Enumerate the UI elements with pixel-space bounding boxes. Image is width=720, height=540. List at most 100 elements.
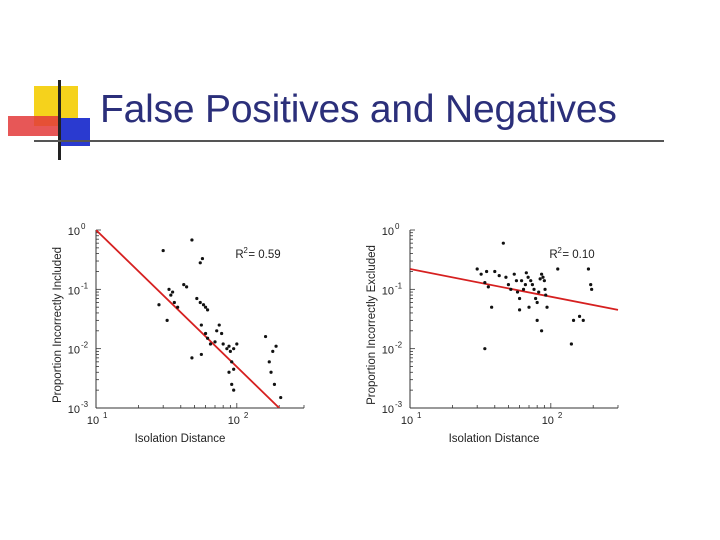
data-point	[512, 272, 516, 276]
data-point	[232, 367, 236, 371]
data-point	[195, 296, 199, 301]
y-tick-label-exponent: 0	[81, 222, 86, 231]
r-squared-value: = 0.10	[562, 249, 594, 261]
data-point	[157, 303, 161, 307]
data-point	[541, 275, 545, 279]
data-point	[230, 360, 234, 364]
data-point	[269, 370, 273, 374]
x-axis-label: Isolation Distance	[135, 433, 226, 445]
y-tick-label: 10	[68, 226, 80, 238]
data-point	[577, 314, 582, 318]
data-point	[532, 287, 536, 291]
chart-incorrectly-included: 10 1 10 2 10 0 10 -1 10 -2 10 -3 Isolation Distance P…	[48, 220, 348, 450]
data-point	[534, 296, 538, 301]
r-squared-exponent: 2	[243, 246, 248, 255]
data-point	[190, 356, 194, 360]
data-point	[527, 305, 531, 309]
data-point	[203, 331, 208, 336]
y-tick-label-exponent: -2	[81, 341, 89, 350]
data-point	[543, 287, 547, 291]
data-point	[272, 382, 277, 386]
data-point	[544, 293, 548, 297]
data-point	[201, 303, 206, 307]
data-point	[274, 344, 278, 348]
data-point	[490, 305, 494, 309]
data-point	[504, 275, 508, 279]
y-tick-label-exponent: -1	[81, 281, 89, 290]
data-point	[167, 287, 171, 291]
data-point	[215, 329, 219, 333]
fit-line	[410, 268, 619, 311]
data-point	[205, 336, 210, 340]
data-point	[535, 300, 539, 305]
y-tick-label-exponent: -1	[395, 281, 403, 290]
data-point	[263, 334, 268, 339]
y-tick-label: 10	[382, 345, 394, 357]
data-point	[501, 241, 505, 245]
data-point	[530, 283, 535, 287]
data-point	[279, 395, 283, 400]
data-point	[267, 360, 271, 364]
data-point	[220, 331, 224, 336]
data-point	[227, 344, 231, 348]
data-point	[517, 308, 522, 312]
x-tick-label: 10	[401, 415, 413, 427]
y-axis-label: Proportion Incorrectly Excluded	[366, 245, 378, 405]
data-point	[556, 267, 560, 271]
data-point	[515, 290, 520, 294]
data-point	[509, 287, 513, 291]
data-point	[479, 272, 483, 276]
y-tick-label: 10	[382, 404, 394, 416]
data-point	[493, 269, 497, 274]
data-point	[486, 285, 490, 289]
x-tick-label: 10	[87, 415, 99, 427]
data-point	[517, 296, 522, 301]
data-point	[203, 305, 208, 309]
data-point	[169, 293, 173, 297]
data-point	[483, 280, 487, 285]
data-point	[514, 279, 519, 283]
y-tick-label: 10	[382, 285, 394, 297]
data-point	[497, 274, 501, 278]
data-point	[483, 347, 487, 351]
data-point	[519, 279, 524, 283]
data-point	[208, 342, 213, 346]
data-point	[589, 283, 593, 287]
data-point	[539, 329, 544, 333]
y-axis-label: Proportion Incorrectly Included	[52, 247, 64, 403]
r-squared-exponent: 2	[557, 246, 562, 255]
data-point	[571, 318, 576, 322]
data-point	[271, 349, 275, 353]
data-point	[225, 347, 229, 351]
data-point	[232, 388, 236, 392]
data-point	[586, 267, 591, 271]
data-point	[529, 279, 533, 283]
y-tick-label: 10	[68, 285, 80, 297]
data-point	[590, 287, 594, 291]
data-point	[506, 283, 511, 287]
data-point	[165, 318, 169, 322]
data-point	[161, 248, 165, 253]
y-tick-label-exponent: 0	[395, 222, 400, 231]
x-tick-label-exponent: 2	[558, 411, 563, 420]
data-point	[521, 287, 526, 291]
data-point	[198, 300, 202, 305]
y-tick-label: 10	[382, 226, 394, 238]
y-tick-label-exponent: -3	[395, 400, 403, 409]
data-point	[200, 256, 205, 261]
data-point	[182, 283, 186, 287]
logo-red-bar	[8, 116, 60, 136]
data-point	[228, 349, 232, 353]
data-point	[535, 318, 539, 322]
y-tick-label-exponent: -3	[81, 400, 89, 409]
data-point	[230, 382, 234, 386]
r-squared-label: R	[549, 249, 557, 261]
y-tick-label: 10	[68, 404, 80, 416]
x-tick-label: 10	[542, 415, 554, 427]
data-point	[537, 290, 541, 294]
x-tick-label-exponent: 1	[417, 411, 422, 420]
y-tick-label-exponent: -2	[395, 341, 403, 350]
y-tick-label: 10	[68, 345, 80, 357]
